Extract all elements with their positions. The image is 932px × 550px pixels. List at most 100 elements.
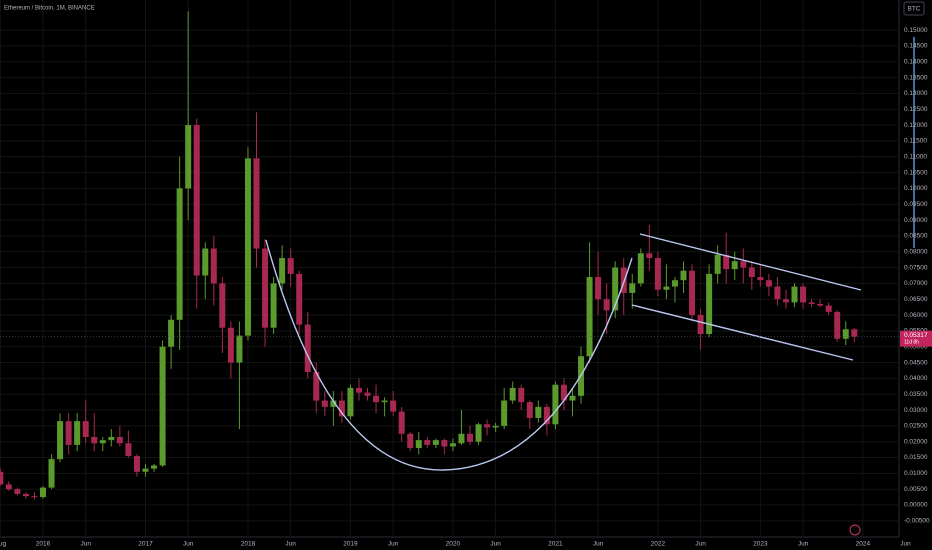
candle-body [475,424,482,442]
candle-body [731,261,738,270]
candle-body [535,406,542,418]
logo-icon [849,524,861,536]
candle-body [151,465,158,469]
candle-body [432,440,439,445]
candle-body [338,400,345,417]
x-tick-label: Jun [593,541,604,548]
candle-body [842,329,849,339]
y-tick-label: 0.11500 [904,138,927,145]
y-tick-label: 0.12500 [904,106,928,113]
candle-body [552,384,559,425]
y-tick-label: 0.11000 [904,153,927,160]
x-tick-label: 2021 [548,541,563,548]
x-tick-label: 2018 [241,541,256,548]
candle-body [407,433,414,449]
y-tick-label: 0.14500 [904,43,928,50]
candle-body [262,248,269,328]
channel-upper [639,233,862,291]
x-tick-label: 2017 [138,541,153,548]
x-tick-label: 2019 [343,541,358,548]
candle-body [287,258,294,274]
price-tag-label: 0.05317 [904,332,928,339]
y-tick-label: 0.10000 [904,185,928,192]
candle-body [40,487,46,498]
y-tick-label: 0.00500 [904,486,928,493]
candle-body [82,421,89,437]
candle-body [296,273,303,325]
candle-body [449,443,456,447]
y-tick-label: 0.08500 [904,233,928,240]
y-tick-label: 0.08000 [904,248,928,255]
candle-body [202,248,209,276]
candle-body [373,395,380,403]
candle-body [526,402,533,418]
currency-button[interactable] [903,1,925,16]
candle-body [22,493,29,497]
y-tick-label: 0.04000 [904,375,928,382]
y-tick-label: 0.02500 [904,423,928,430]
candle-body [48,459,55,488]
x-tick-label: Jun [80,541,91,548]
candle-body [125,443,132,456]
y-tick-label: 0.10500 [904,169,928,176]
candle-body [782,299,789,303]
candle-body [381,400,388,403]
symbol-title: Ethereum / Bitcoin, 1M, BINANCE [4,6,95,12]
cup-drawing [265,239,633,471]
candle-body [364,392,371,396]
x-tick-label: Jun [900,541,911,548]
candle-body [774,286,781,300]
channel-lower [631,304,854,361]
candle-body [595,277,602,300]
candle-body [714,254,721,274]
candle-body [133,455,140,472]
candle-body [501,400,508,426]
x-tick-label: Jun [695,541,706,548]
candle-body [108,436,115,441]
y-tick-label: 0.05000 [904,343,928,350]
candle-body [467,433,473,442]
candles [0,11,858,500]
y-tick-label: 0.04500 [904,359,928,366]
candle-body [834,311,841,339]
candle-body [697,315,704,335]
x-tick-label: 2016 [36,541,51,548]
candle-body [176,188,183,320]
y-tick-label: 0.06000 [904,312,928,319]
candle-body [671,280,678,287]
candle-body [244,158,251,336]
candle-body [765,280,772,287]
x-tick-label: Jun [490,541,501,548]
candle-body [706,273,713,335]
candle-body [116,436,123,444]
candle-body [654,258,661,290]
y-tick-label: 0.02000 [904,438,928,445]
candle-body [159,346,166,466]
candle-body [800,286,807,303]
candle-body [270,283,277,328]
candle-body [424,440,431,445]
y-tick-label: 0.01000 [904,470,928,477]
candle-body [620,267,627,293]
y-tick-label: 0.12000 [904,122,928,129]
candle-body [347,387,354,417]
candle-body [518,387,525,403]
candle-body [723,254,730,270]
y-tick-label: 0.00000 [904,502,928,509]
candle-body [560,384,567,401]
candle-body [168,319,175,347]
candle-body [227,327,234,363]
currency-button-label[interactable]: BTC [908,6,921,13]
candle-body [142,468,149,472]
candle-body [313,372,320,401]
y-tick-label: 0.06500 [904,296,928,303]
candle-body [304,324,311,373]
candle-body [321,400,328,407]
candle-body [569,395,576,401]
candle-body [637,253,644,284]
x-tick-label: 2022 [651,541,666,548]
candle-body [355,387,362,393]
price-tag-countdown: 11d 8h [904,339,919,345]
y-tick-label: 0.03000 [904,407,928,414]
candle-body [14,489,21,494]
